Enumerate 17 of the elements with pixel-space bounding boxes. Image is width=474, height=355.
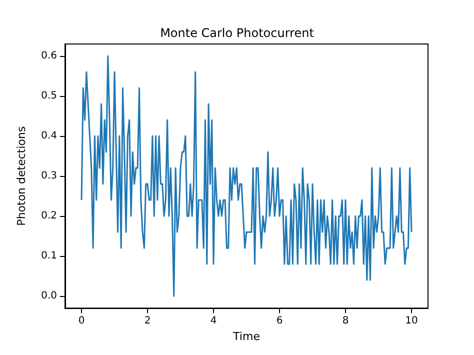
x-tick-label: 10 bbox=[405, 316, 418, 327]
y-tick-label: 0.5 bbox=[41, 90, 57, 102]
y-tick-label: 0.2 bbox=[41, 210, 57, 222]
y-axis-title: Photon detections bbox=[15, 126, 28, 226]
x-tick-label: 2 bbox=[144, 316, 151, 327]
y-tick-label: 0.4 bbox=[41, 130, 57, 142]
line-series bbox=[80, 55, 412, 297]
x-tick-label: 0 bbox=[78, 316, 85, 327]
y-tick-label: 0.1 bbox=[41, 250, 57, 262]
y-tick-label: 0.0 bbox=[41, 290, 57, 302]
x-tick-label: 4 bbox=[210, 316, 217, 327]
y-tick-label: 0.3 bbox=[41, 170, 57, 182]
chart-title: Monte Carlo Photocurrent bbox=[160, 26, 314, 40]
y-tick-label: 0.6 bbox=[41, 50, 57, 62]
x-tick-label: 6 bbox=[276, 316, 283, 327]
x-axis-title: Time bbox=[232, 330, 260, 343]
x-tick-label: 8 bbox=[342, 316, 349, 327]
